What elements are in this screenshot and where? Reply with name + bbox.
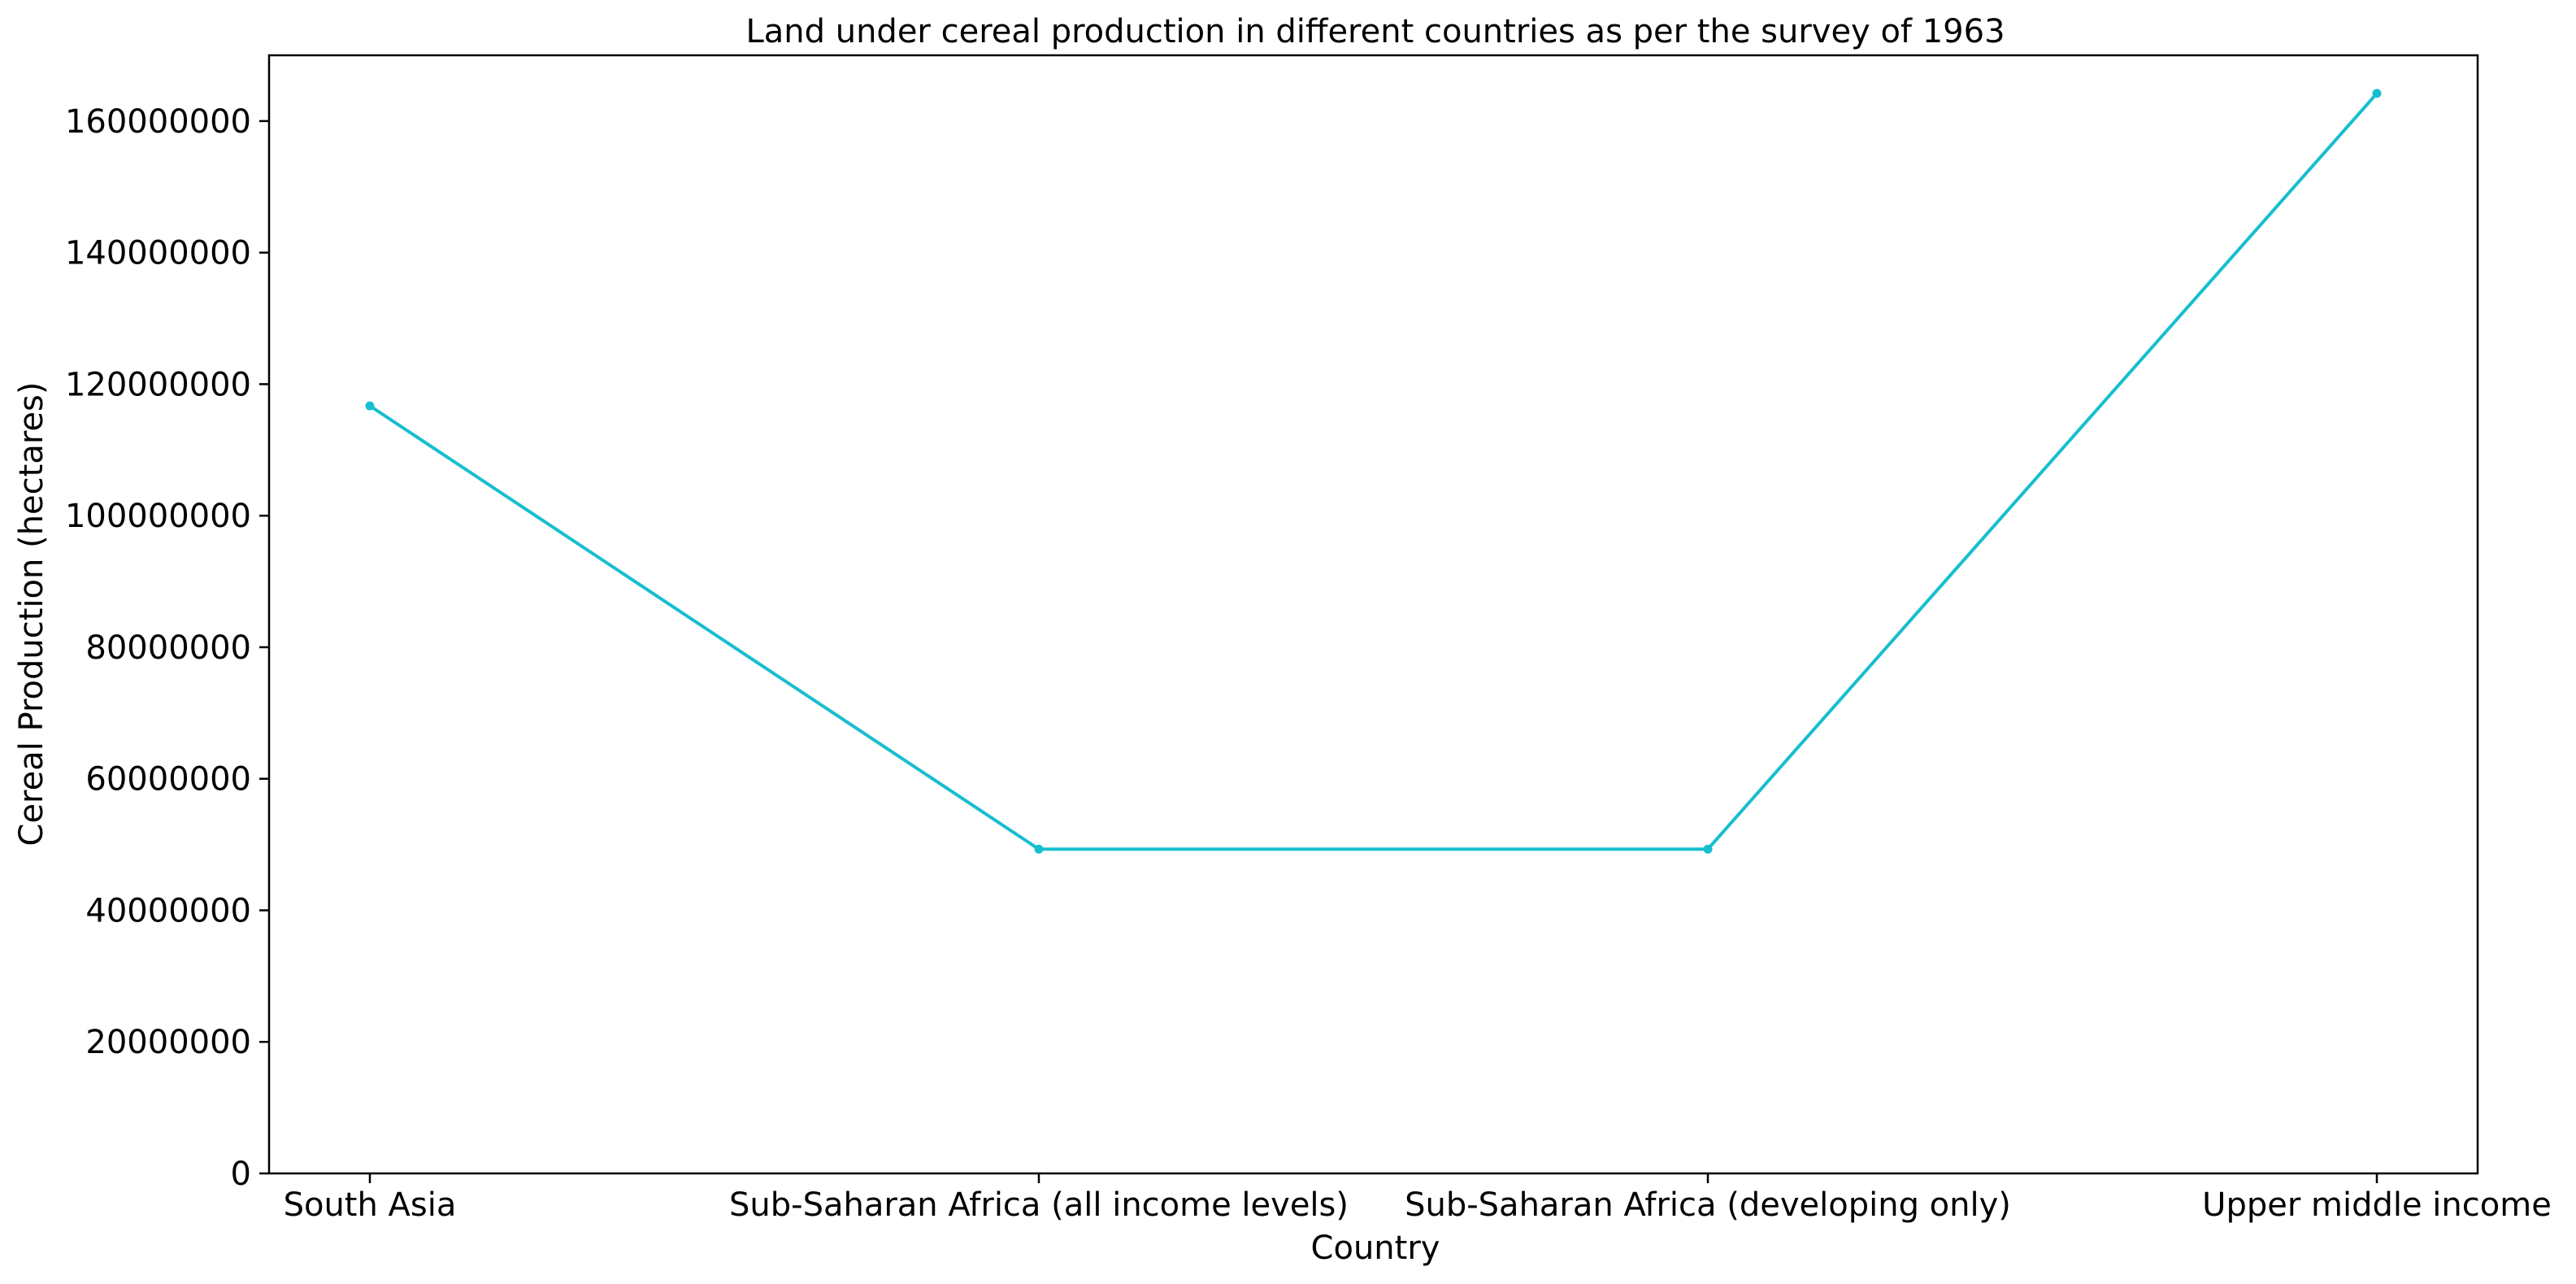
x-tick-label: Sub-Saharan Africa (all income levels) — [729, 1186, 1349, 1224]
y-tick-label: 20000000 — [85, 1024, 251, 1061]
y-axis-label: Cereal Production (hectares) — [13, 382, 50, 847]
data-point — [365, 401, 375, 411]
data-point — [1034, 844, 1044, 854]
y-tick-label: 60000000 — [85, 761, 251, 799]
plot-frame — [267, 54, 2479, 1175]
series-line — [368, 91, 2378, 851]
series-layer — [365, 89, 2382, 854]
x-axis-label: Country — [1311, 1230, 1440, 1267]
y-tick-label: 40000000 — [85, 892, 251, 929]
y-tick-label: 100000000 — [65, 498, 251, 535]
x-tick-label: South Asia — [284, 1186, 457, 1224]
chart-title: Land under cereal production in differen… — [745, 13, 2005, 50]
y-tick-label: 160000000 — [65, 103, 251, 141]
y-tick-label: 80000000 — [85, 629, 251, 667]
data-point — [2372, 89, 2382, 98]
data-point — [1703, 844, 1713, 854]
y-tick-label: 120000000 — [65, 366, 251, 403]
x-tick-label: Upper middle income — [2202, 1186, 2552, 1224]
x-axis-ticks: South Asia Sub-Saharan Africa (all income… — [284, 1173, 2552, 1224]
y-tick-label: 140000000 — [65, 235, 251, 272]
x-tick-label: Sub-Saharan Africa (developing only) — [1405, 1186, 2011, 1224]
y-axis-ticks: 0 20000000 40000000 60000000 80000000 1000000… — [65, 103, 269, 1193]
y-tick-label: 0 — [231, 1156, 251, 1193]
